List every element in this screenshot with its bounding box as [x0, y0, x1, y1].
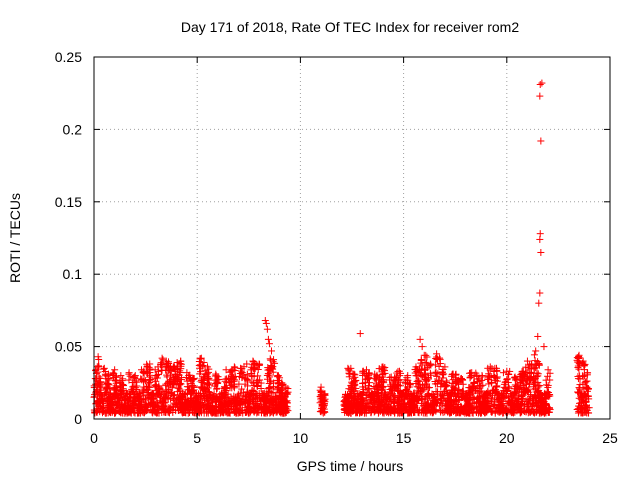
data-point: [202, 393, 210, 401]
data-point: [127, 391, 135, 399]
data-point: [538, 79, 546, 87]
x-tick-label: 10: [293, 430, 309, 446]
data-point: [536, 92, 544, 100]
data-point: [170, 391, 178, 399]
data-point: [537, 248, 545, 256]
data-point: [169, 363, 177, 371]
data-point: [278, 385, 286, 393]
data-point: [111, 406, 119, 414]
data-point: [248, 386, 256, 394]
data-point: [109, 369, 117, 377]
y-tick-label: 0.2: [63, 121, 83, 137]
x-tick-label: 20: [499, 430, 515, 446]
data-point: [536, 289, 544, 297]
data-point: [172, 372, 180, 380]
data-point: [540, 343, 548, 351]
data-point: [205, 379, 213, 387]
data-point: [130, 387, 138, 395]
data-point: [418, 343, 426, 351]
data-point: [265, 387, 273, 395]
data-point: [530, 351, 538, 359]
data-point: [537, 137, 545, 145]
data-point: [151, 374, 159, 382]
data-point: [534, 332, 542, 340]
y-tick-label: 0.25: [55, 49, 82, 65]
chart-title: Day 171 of 2018, Rate Of TEC Index for r…: [181, 19, 519, 35]
data-point: [241, 380, 249, 388]
data-point: [177, 365, 185, 373]
data-point: [254, 379, 262, 387]
data-point: [200, 358, 208, 366]
data-point: [141, 407, 149, 415]
data-point: [536, 81, 544, 89]
data-point: [145, 363, 153, 371]
data-point: [119, 385, 127, 393]
data-point: [263, 371, 271, 379]
data-point: [92, 389, 100, 397]
data-point: [117, 372, 125, 380]
data-point: [164, 361, 172, 369]
data-point: [432, 354, 440, 362]
x-tick-label: 15: [396, 430, 412, 446]
data-point: [238, 385, 246, 393]
data-point: [131, 397, 139, 405]
data-point: [432, 368, 440, 376]
data-point: [176, 379, 184, 387]
x-tick-label: 25: [602, 430, 618, 446]
data-point: [317, 383, 325, 391]
data-point: [151, 382, 159, 390]
data-point: [232, 399, 240, 407]
data-point: [139, 387, 147, 395]
data-point: [130, 396, 138, 404]
data-point: [203, 401, 211, 409]
data-point: [162, 382, 170, 390]
data-point: [505, 371, 513, 379]
data-point: [271, 359, 279, 367]
data-point: [111, 366, 119, 374]
data-point: [99, 365, 107, 373]
y-tick-label: 0.05: [55, 339, 82, 355]
y-tick-label: 0.15: [55, 194, 82, 210]
data-point: [199, 379, 207, 387]
x-axis-label: GPS time / hours: [297, 458, 404, 474]
data-point: [356, 330, 364, 338]
data-point: [224, 390, 232, 398]
data-point: [536, 230, 544, 238]
grid-lines: [94, 57, 610, 419]
data-point: [155, 385, 163, 393]
data-point: [95, 373, 103, 381]
data-point: [125, 369, 133, 377]
data-point: [170, 391, 178, 399]
data-point: [264, 335, 272, 343]
data-point: [154, 371, 162, 379]
data-point: [416, 335, 424, 343]
data-point: [269, 368, 277, 376]
data-point: [150, 407, 158, 415]
data-point: [192, 406, 200, 414]
y-axis-label: ROTI / TECUs: [7, 193, 23, 283]
y-tick-label: 0: [74, 411, 82, 427]
x-tick-label: 5: [193, 430, 201, 446]
data-point: [265, 365, 273, 373]
data-point: [532, 347, 540, 355]
y-tick-label: 0.1: [63, 266, 83, 282]
data-point: [146, 369, 154, 377]
data-point: [168, 384, 176, 392]
data-point: [535, 299, 543, 307]
data-point: [544, 366, 552, 374]
data-point: [140, 383, 148, 391]
data-point: [226, 381, 234, 389]
data-point: [263, 325, 271, 333]
data-point: [163, 388, 171, 396]
data-point: [156, 388, 164, 396]
data-point: [221, 377, 229, 385]
data-point: [499, 369, 507, 377]
data-point: [116, 378, 124, 386]
x-tick-label: 0: [90, 430, 98, 446]
data-point: [162, 389, 170, 397]
data-point: [268, 347, 276, 355]
